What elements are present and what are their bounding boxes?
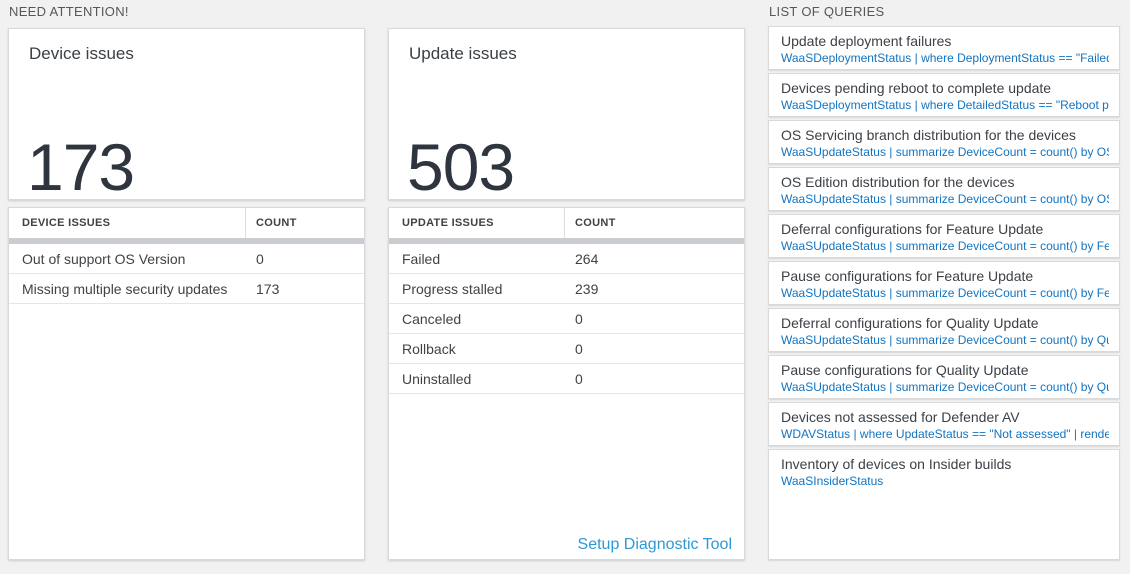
- query-list: Update deployment failures WaaSDeploymen…: [768, 26, 1120, 560]
- query-item[interactable]: Update deployment failures WaaSDeploymen…: [768, 26, 1120, 70]
- device-issues-column: NEED ATTENTION! Device issues 173 DEVICE…: [8, 0, 365, 574]
- issue-count: 0: [575, 340, 583, 357]
- device-issues-table-body: Out of support OS Version 0 Missing mult…: [9, 244, 364, 304]
- query-code: WaaSUpdateStatus | summarize DeviceCount…: [781, 145, 1109, 159]
- query-title: Devices pending reboot to complete updat…: [781, 80, 1052, 96]
- query-item[interactable]: Inventory of devices on Insider builds W…: [768, 449, 1120, 560]
- header-separator-bar: [9, 238, 364, 244]
- query-title: OS Servicing branch distribution for the…: [781, 127, 1076, 143]
- query-title: Inventory of devices on Insider builds: [781, 456, 1012, 472]
- query-code: WaaSUpdateStatus | summarize DeviceCount…: [781, 239, 1109, 253]
- query-title: Deferral configurations for Quality Upda…: [781, 315, 1039, 331]
- update-issues-column: Update issues 503 UPDATE ISSUES COUNT Fa…: [388, 0, 745, 574]
- query-title: Devices not assessed for Defender AV: [781, 409, 1020, 425]
- query-item[interactable]: Pause configurations for Feature Update …: [768, 261, 1120, 305]
- device-issues-tile-title: Device issues: [29, 44, 134, 63]
- query-item[interactable]: OS Edition distribution for the devices …: [768, 167, 1120, 211]
- column-header-update-issues: UPDATE ISSUES: [389, 208, 565, 238]
- query-title: Deferral configurations for Feature Upda…: [781, 221, 1044, 237]
- column-header-device-issues: DEVICE ISSUES: [9, 208, 246, 238]
- update-issues-count: 503: [407, 130, 515, 205]
- table-row[interactable]: Canceled 0: [389, 304, 744, 334]
- table-row[interactable]: Failed 264: [389, 244, 744, 274]
- query-code: WaaSUpdateStatus | summarize DeviceCount…: [781, 286, 1109, 300]
- issue-count: 0: [575, 370, 583, 387]
- header-separator-bar: [389, 238, 744, 244]
- issue-label: Progress stalled: [402, 280, 503, 297]
- setup-diagnostic-tool-link[interactable]: Setup Diagnostic Tool: [577, 536, 732, 553]
- device-issues-tile[interactable]: Device issues 173: [8, 28, 365, 200]
- query-item[interactable]: Deferral configurations for Feature Upda…: [768, 214, 1120, 258]
- query-code: WaaSDeploymentStatus | where DetailedSta…: [781, 98, 1109, 112]
- table-row[interactable]: Uninstalled 0: [389, 364, 744, 394]
- query-code: WaaSInsiderStatus: [781, 474, 884, 488]
- device-issues-count: 173: [27, 130, 135, 205]
- query-code: WaaSDeploymentStatus | where DeploymentS…: [781, 51, 1109, 65]
- device-issues-table-panel: DEVICE ISSUES COUNT Out of support OS Ve…: [8, 207, 365, 560]
- device-issues-table-header: DEVICE ISSUES COUNT: [9, 208, 364, 238]
- query-item[interactable]: Devices pending reboot to complete updat…: [768, 73, 1120, 117]
- update-issues-table-header: UPDATE ISSUES COUNT: [389, 208, 744, 238]
- issue-count: 239: [575, 280, 599, 297]
- issue-count: 173: [256, 280, 280, 297]
- column-header-count: COUNT: [256, 217, 297, 229]
- issue-count: 0: [256, 250, 264, 267]
- query-code: WaaSUpdateStatus | summarize DeviceCount…: [781, 192, 1109, 206]
- table-row[interactable]: Missing multiple security updates 173: [9, 274, 364, 304]
- table-row[interactable]: Out of support OS Version 0: [9, 244, 364, 274]
- queries-column: LIST OF QUERIES Update deployment failur…: [768, 0, 1120, 574]
- update-issues-table-panel: UPDATE ISSUES COUNT Failed 264 Progress …: [388, 207, 745, 560]
- table-row[interactable]: Rollback 0: [389, 334, 744, 364]
- issue-count: 264: [575, 250, 599, 267]
- query-title: OS Edition distribution for the devices: [781, 174, 1015, 190]
- query-code: WDAVStatus | where UpdateStatus == "Not …: [781, 427, 1109, 441]
- table-row[interactable]: Progress stalled 239: [389, 274, 744, 304]
- query-title: Pause configurations for Quality Update: [781, 362, 1029, 378]
- query-item[interactable]: Deferral configurations for Quality Upda…: [768, 308, 1120, 352]
- issue-count: 0: [575, 310, 583, 327]
- query-title: Update deployment failures: [781, 33, 952, 49]
- query-code: WaaSUpdateStatus | summarize DeviceCount…: [781, 333, 1109, 347]
- issue-label: Uninstalled: [402, 370, 472, 387]
- query-item[interactable]: OS Servicing branch distribution for the…: [768, 120, 1120, 164]
- query-item[interactable]: Devices not assessed for Defender AV WDA…: [768, 402, 1120, 446]
- column-header-count: COUNT: [575, 217, 616, 229]
- update-issues-tile-title: Update issues: [409, 44, 517, 63]
- need-attention-header: NEED ATTENTION!: [9, 4, 129, 19]
- query-item[interactable]: Pause configurations for Quality Update …: [768, 355, 1120, 399]
- query-code: WaaSUpdateStatus | summarize DeviceCount…: [781, 380, 1109, 394]
- list-of-queries-header: LIST OF QUERIES: [769, 4, 885, 19]
- issue-label: Canceled: [402, 310, 462, 327]
- issue-label: Rollback: [402, 340, 456, 357]
- issue-label: Missing multiple security updates: [22, 280, 228, 297]
- query-title: Pause configurations for Feature Update: [781, 268, 1034, 284]
- update-issues-tile[interactable]: Update issues 503: [388, 28, 745, 200]
- update-issues-table-body: Failed 264 Progress stalled 239 Canceled…: [389, 244, 744, 394]
- issue-label: Out of support OS Version: [22, 250, 186, 267]
- issue-label: Failed: [402, 250, 441, 267]
